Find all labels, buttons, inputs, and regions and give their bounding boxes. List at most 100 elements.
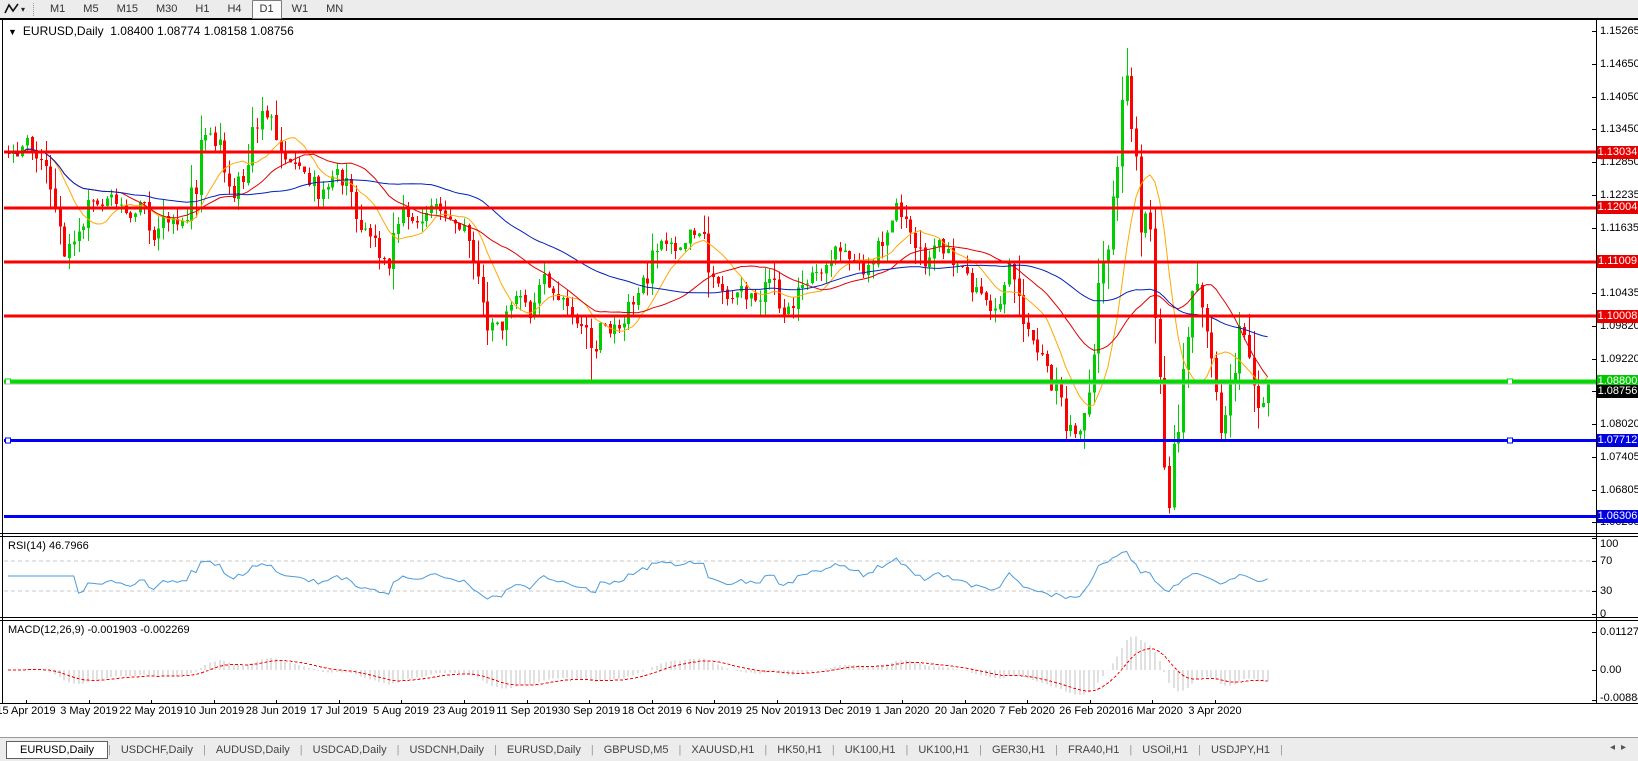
tab-separator: | [1055, 743, 1059, 756]
horizontal-line-1.13034[interactable] [4, 150, 1596, 154]
line-handle[interactable] [1507, 437, 1513, 444]
macd-axis-tick: 0.00 [1600, 664, 1622, 676]
tabs-scroll-left-icon[interactable]: ◂ [1609, 742, 1621, 753]
chart-tab-EURUSD-Daily[interactable]: EURUSD,Daily [506, 743, 581, 756]
chart-tab-USOil-H1[interactable]: USOil,H1 [1142, 743, 1189, 756]
level-price-label: 1.07712 [1597, 434, 1638, 447]
level-price-label: 1.06306 [1597, 510, 1638, 523]
tab-separator: | [979, 743, 982, 756]
date-axis-label: 5 Aug 2019 [373, 705, 429, 717]
moving-averages-layer [7, 137, 1268, 407]
level-price-label: 1.10008 [1597, 310, 1638, 323]
ma-slow-line [7, 148, 1268, 338]
price-axis-tick: 1.12235 [1600, 189, 1638, 201]
level-price-label: 1.11009 [1597, 255, 1638, 268]
price-axis-tick: 1.13450 [1600, 123, 1638, 135]
macd-axis-tick: -0.008845 [1600, 692, 1638, 704]
level-price-label: 1.12004 [1597, 201, 1638, 214]
tab-separator: | [764, 743, 768, 756]
date-axis-label: 3 May 2019 [60, 705, 118, 717]
date-axis-label: 16 Mar 2020 [1121, 705, 1183, 717]
chart-tab-USDCAD-Daily[interactable]: USDCAD,Daily [312, 743, 387, 756]
chart-tab-GER30-H1[interactable]: GER30,H1 [991, 743, 1046, 756]
timeframe-button-D1[interactable]: D1 [251, 0, 282, 19]
timeframe-button-H1[interactable]: H1 [195, 2, 210, 15]
rsi-axis-tick: 0 [1600, 608, 1607, 620]
price-axis-tick: 1.12850 [1600, 156, 1638, 168]
chart-tab-USDJPY-H1[interactable]: USDJPY,H1 [1210, 743, 1271, 756]
macd-layer [8, 636, 1269, 696]
chart-tab-XAUUSD-H1[interactable]: XAUUSD,H1 [691, 743, 755, 756]
chart-tab-EURUSD-Daily[interactable]: EURUSD,Daily [6, 740, 108, 759]
chart-tab-GBPUSD-M5[interactable]: GBPUSD,M5 [603, 743, 669, 756]
date-axis-label: 6 Nov 2019 [685, 705, 743, 717]
timeframe-button-MN[interactable]: MN [326, 2, 344, 15]
chart-tab-bar: EURUSD,Daily | USDCHF,Daily | AUDUSD,Daily | U… [0, 737, 1638, 761]
timeframe-toolbar: ▾ M1 M5 M15 M30 H1 H4 D1 W1 MN [0, 0, 1638, 19]
date-axis-label: 26 Feb 2020 [1059, 705, 1121, 717]
horizontal-line-1.12004[interactable] [4, 206, 1596, 210]
chart-title-text: EURUSD,Daily 1.08400 1.08774 1.08158 1.0… [22, 24, 294, 38]
price-axis-tick: 1.11635 [1600, 222, 1638, 234]
date-axis-label: 17 Jul 2019 [310, 705, 368, 717]
price-axis-tick: 1.08020 [1600, 418, 1638, 430]
axis-ticks [26, 31, 1596, 704]
chart-tab-HK50-H1[interactable]: HK50,H1 [777, 743, 822, 756]
tabs-scroll-right-icon[interactable]: ▸ [1620, 742, 1632, 753]
line-studies-icon[interactable] [3, 2, 21, 17]
level-price-label: 1.13034 [1597, 146, 1638, 159]
date-axis-label: 15 Apr 2019 [0, 705, 56, 717]
toolbar-separator [33, 2, 37, 16]
dropdown-caret-icon[interactable]: ▾ [21, 4, 26, 14]
chart-title: ▼ EURUSD,Daily 1.08400 1.08774 1.08158 1.… [8, 24, 294, 38]
macd-indicator-label: MACD(12,26,9) -0.001903 -0.002269 [8, 624, 190, 636]
chart-tab-FRA40-H1[interactable]: FRA40,H1 [1068, 743, 1120, 756]
horizontal-line-1.07712[interactable] [4, 439, 1596, 442]
chart-tab-UK100-H1[interactable]: UK100,H1 [918, 743, 970, 756]
timeframe-button-M30[interactable]: M30 [155, 2, 178, 15]
chart-tab-USDCNH-Daily[interactable]: USDCNH,Daily [409, 743, 485, 756]
date-axis-label: 11 Sep 2019 [496, 705, 558, 717]
tab-separator: | [590, 743, 594, 756]
chart-tab-USDCHF-Daily[interactable]: USDCHF,Daily [120, 743, 193, 756]
date-axis-label: 30 Sep 2019 [557, 705, 621, 717]
timeframe-button-M5[interactable]: M5 [83, 2, 99, 15]
timeframe-button-H4[interactable]: H4 [227, 2, 242, 15]
timeframe-button-M15[interactable]: M15 [116, 2, 138, 15]
chart-tab-AUDUSD-Daily[interactable]: AUDUSD,Daily [215, 743, 290, 756]
bid-price-label: 1.08756 [1597, 385, 1638, 398]
chart-tab-UK100-H1[interactable]: UK100,H1 [844, 743, 896, 756]
timeframe-button-W1[interactable]: W1 [291, 2, 309, 15]
rsi-axis-tick: 100 [1600, 538, 1619, 550]
date-axis-label: 7 Feb 2020 [999, 705, 1055, 717]
tab-separator: | [1280, 743, 1283, 756]
line-handle[interactable] [5, 378, 11, 385]
line-handle[interactable] [1507, 378, 1513, 385]
horizontal-line-1.06306[interactable] [4, 515, 1596, 519]
date-axis-label: 3 Apr 2020 [1188, 705, 1242, 717]
macd-axis-tick: 0.011277 [1600, 626, 1638, 638]
tab-separator: | [494, 743, 497, 756]
collapse-arrow-icon[interactable]: ▼ [8, 27, 17, 37]
tab-separator: | [396, 743, 400, 756]
timeframe-button-M1[interactable]: M1 [50, 2, 66, 15]
tab-separator: | [107, 743, 111, 756]
date-axis-label: 25 Nov 2019 [745, 705, 809, 717]
rsi-axis-tick: 70 [1600, 555, 1613, 567]
price-axis-tick: 1.14650 [1600, 58, 1638, 70]
date-axis-label: 20 Jan 2020 [934, 705, 996, 717]
tab-separator: | [831, 743, 835, 756]
date-axis-label: 23 Aug 2019 [433, 705, 495, 717]
ma-mid-line [7, 148, 1268, 378]
tab-separator: | [905, 743, 909, 756]
price-axis-tick: 1.15265 [1600, 25, 1638, 37]
line-handle[interactable] [5, 437, 11, 444]
horizontal-line-1.10008[interactable] [4, 314, 1596, 318]
horizontal-line-1.11009[interactable] [4, 260, 1596, 264]
ma-fast-line [7, 137, 1268, 407]
level-price-label: 1.08800 [1597, 375, 1638, 388]
horizontal-line-1.08800[interactable] [4, 379, 1596, 384]
rsi-layer [4, 550, 1596, 600]
